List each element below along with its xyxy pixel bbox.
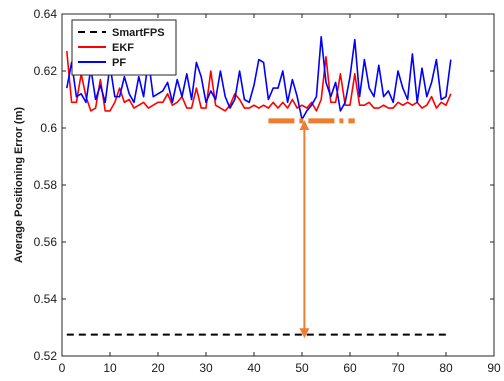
x-tick-label: 90 — [487, 361, 501, 375]
y-tick-label: 0.54 — [34, 292, 58, 306]
y-tick-label: 0.58 — [34, 178, 58, 192]
legend-label-ekf: EKF — [112, 42, 134, 54]
axis-ticks: 0 10 20 30 40 50 60 70 80 90 0.52 0.54 0.56 0.58 0.6 0.… — [34, 7, 501, 375]
x-tick-label: 30 — [199, 361, 213, 375]
y-tick-label: 0.6 — [40, 121, 57, 135]
series-layer — [66, 35, 452, 336]
legend-label-smartfps: SmartFPS — [112, 27, 165, 39]
x-tick-label: 40 — [247, 361, 261, 375]
x-tick-label: 60 — [343, 361, 357, 375]
x-tick-label: 0 — [59, 361, 66, 375]
y-axis-label: Average Positioning Error (m) — [13, 107, 25, 263]
y-tick-label: 0.52 — [34, 349, 58, 363]
x-tick-label: 20 — [151, 361, 165, 375]
x-tick-label: 10 — [103, 361, 117, 375]
y-tick-label: 0.56 — [34, 235, 58, 249]
legend-label-pf: PF — [112, 57, 126, 69]
y-tick-label: 0.64 — [34, 7, 58, 21]
x-tick-label: 70 — [391, 361, 405, 375]
series-pf-line — [66, 35, 452, 121]
legend: SmartFPS EKF PF — [71, 19, 177, 76]
annotation-layer — [268, 118, 355, 339]
x-tick-label: 80 — [439, 361, 453, 375]
x-tick-label: 50 — [295, 361, 309, 375]
series-ekf-line — [66, 50, 452, 112]
y-tick-label: 0.62 — [34, 64, 58, 78]
